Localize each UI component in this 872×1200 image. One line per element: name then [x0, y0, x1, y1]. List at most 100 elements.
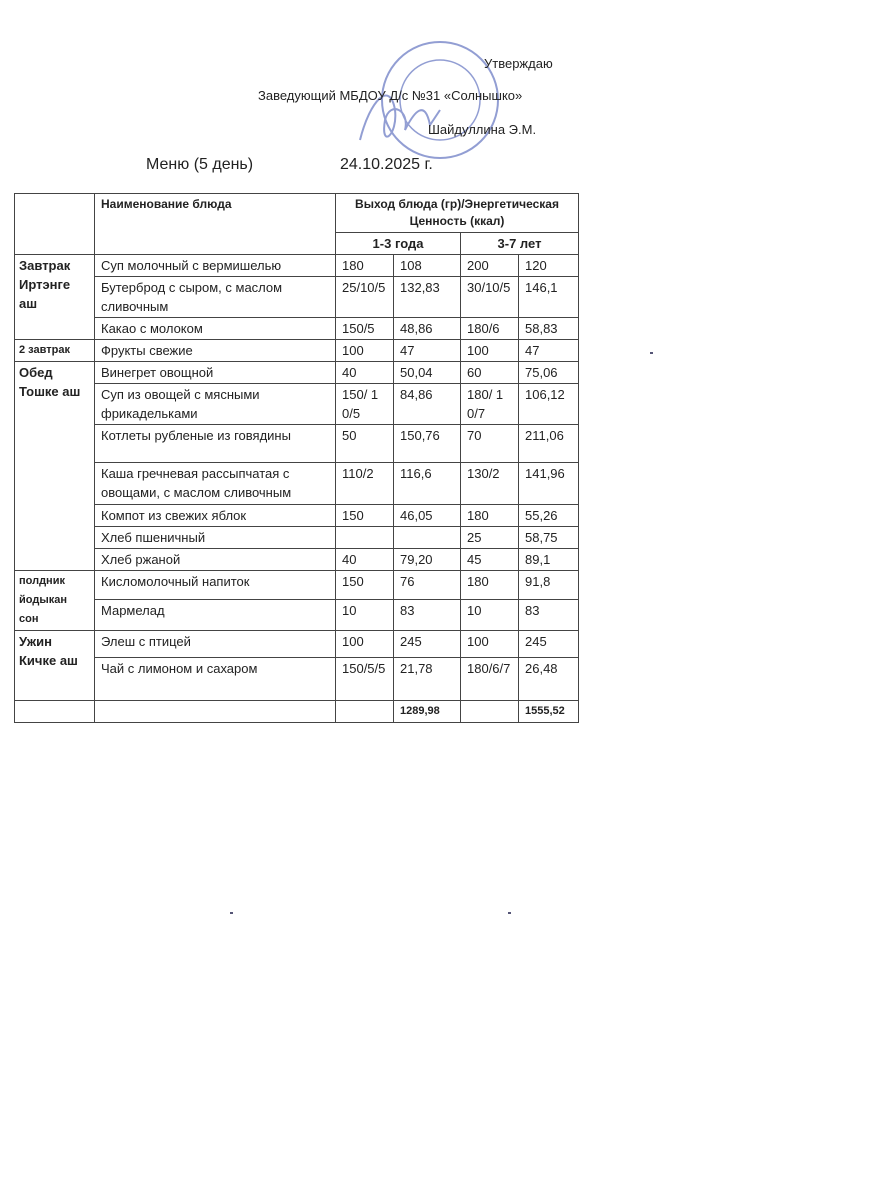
meal-header [14, 193, 95, 255]
energy-kcal: 150,76 [393, 424, 461, 463]
approve-label: Утверждаю [484, 56, 553, 71]
energy-kcal: 108 [393, 254, 461, 277]
portion-weight: 180/ 10/7 [460, 383, 519, 425]
portion-weight: 150/5/5 [335, 657, 394, 701]
meal-label: полдник йодыкан сон [14, 570, 95, 631]
energy-kcal: 48,86 [393, 317, 461, 340]
portion-weight: 10 [335, 599, 394, 631]
energy-kcal: 245 [518, 630, 579, 658]
table-row: Суп из овощей с мясными фрикадельками 150… [15, 383, 579, 425]
portion-weight: 150 [335, 504, 394, 527]
signature [359, 94, 441, 141]
dish-name: Суп из овощей с мясными фрикадельками [94, 383, 336, 425]
table-row: Хлеб ржаной 40 79,20 45 89,1 [15, 548, 579, 571]
portion-weight: 150/5 [335, 317, 394, 340]
energy-kcal: 84,86 [393, 383, 461, 425]
portion-weight: 10 [460, 599, 519, 631]
meal-label: Ужин Кичке аш [14, 630, 95, 701]
energy-kcal: 46,05 [393, 504, 461, 527]
portion-weight: 70 [460, 424, 519, 463]
table-row: Завтрак Иртэнге аш Суп молочный с вермише… [14, 254, 579, 340]
table-row: полдник йодыкан сон Кисломолочный напиток… [14, 569, 579, 631]
energy-kcal: 47 [518, 339, 579, 362]
dish-name: Суп молочный с вермишелью [94, 254, 336, 277]
energy-kcal: 106,12 [518, 383, 579, 425]
energy-kcal: 58,75 [518, 526, 579, 549]
table-row: Какао с молоком 150/5 48,86 180/6 58,83 [15, 317, 579, 340]
energy-kcal [393, 526, 461, 549]
age-3-7-header: 3-7 лет [460, 232, 579, 255]
dish-name: Котлеты рубленые из говядины [94, 424, 336, 463]
total-1-3: 1289,98 [393, 700, 461, 723]
portion-weight: 100 [460, 630, 519, 658]
energy-kcal: 211,06 [518, 424, 579, 463]
energy-kcal: 83 [518, 599, 579, 631]
portion-weight: 100 [460, 339, 519, 362]
portion-weight: 180/6/7 [460, 657, 519, 701]
dish-name: Каша гречневая рассыпчатая с овощами, с … [94, 462, 336, 505]
scan-speck [650, 352, 653, 354]
energy-kcal: 141,96 [518, 462, 579, 505]
scan-speck [230, 912, 233, 914]
energy-kcal: 47 [393, 339, 461, 362]
portion-weight: 180 [335, 254, 394, 277]
scan-speck [508, 912, 511, 914]
portion-weight: 100 [335, 630, 394, 658]
energy-kcal: 79,20 [393, 548, 461, 571]
table-row: Хлеб пшеничный 25 58,75 [15, 526, 579, 549]
output-header: Выход блюда (гр)/Энергетическая Ценность… [335, 193, 579, 233]
portion-weight: 25/10/5 [335, 276, 394, 318]
portion-weight: 45 [460, 548, 519, 571]
meal-label: Обед Тошке аш [14, 361, 95, 571]
table-row: Ужин Кичке аш Элеш с птицей 100 245 100 245 [14, 630, 579, 701]
meal-label: Завтрак Иртэнге аш [14, 254, 95, 340]
portion-weight: 50 [335, 424, 394, 463]
dish-header: Наименование блюда [94, 193, 336, 255]
energy-kcal: 58,83 [518, 317, 579, 340]
portion-weight: 180 [460, 504, 519, 527]
dish-name: Элеш с птицей [94, 630, 336, 658]
energy-kcal: 132,83 [393, 276, 461, 318]
table-row: Бутерброд с сыром, с маслом сливочным 25/… [15, 276, 579, 318]
dish-name: Мармелад [94, 599, 336, 631]
approver-position: Заведующий МБДОУ Д/с №31 «Солнышко» [258, 88, 523, 103]
total-row: 1289,98 1555,52 [14, 700, 579, 723]
portion-weight: 40 [335, 361, 394, 384]
portion-weight: 40 [335, 548, 394, 571]
energy-kcal: 50,04 [393, 361, 461, 384]
energy-kcal: 91,8 [518, 569, 579, 601]
portion-weight: 130/2 [460, 462, 519, 505]
dish-name: Хлеб пшеничный [94, 526, 336, 549]
energy-kcal: 245 [393, 630, 461, 658]
meal-label: 2 завтрак [14, 339, 95, 362]
approver-name: Шайдуллина Э.М. [428, 122, 537, 137]
dish-name: Кисломолочный напиток [94, 569, 336, 601]
total-3-7: 1555,52 [518, 700, 579, 723]
energy-kcal: 146,1 [518, 276, 579, 318]
table-row: Каша гречневая рассыпчатая с овощами, с … [15, 462, 579, 505]
portion-weight: 200 [460, 254, 519, 277]
dish-name: Чай с лимоном и сахаром [94, 657, 336, 701]
energy-kcal: 75,06 [518, 361, 579, 384]
table-row: Чай с лимоном и сахаром 150/5/5 21,78 180/6… [15, 657, 579, 701]
portion-weight: 180 [460, 569, 519, 601]
energy-kcal: 89,1 [518, 548, 579, 571]
portion-weight: 100 [335, 339, 394, 362]
portion-weight: 60 [460, 361, 519, 384]
table-row: Котлеты рубленые из говядины 50 150,76 70 21… [15, 424, 579, 463]
portion-weight: 25 [460, 526, 519, 549]
dish-name: Винегрет овощной [94, 361, 336, 384]
table-row: Мармелад 10 83 10 83 [15, 599, 579, 631]
table-row: Обед Тошке аш Винегрет овощной 40 50,04 60 75… [14, 361, 579, 571]
energy-kcal: 55,26 [518, 504, 579, 527]
dish-name: Компот из свежих яблок [94, 504, 336, 527]
energy-kcal: 116,6 [393, 462, 461, 505]
energy-kcal: 76 [393, 569, 461, 601]
dish-name: Фрукты свежие [94, 339, 336, 362]
portion-weight: 150/ 10/5 [335, 383, 394, 425]
portion-weight [335, 526, 394, 549]
portion-weight: 150 [335, 569, 394, 601]
portion-weight: 110/2 [335, 462, 394, 505]
energy-kcal: 83 [393, 599, 461, 631]
energy-kcal: 120 [518, 254, 579, 277]
